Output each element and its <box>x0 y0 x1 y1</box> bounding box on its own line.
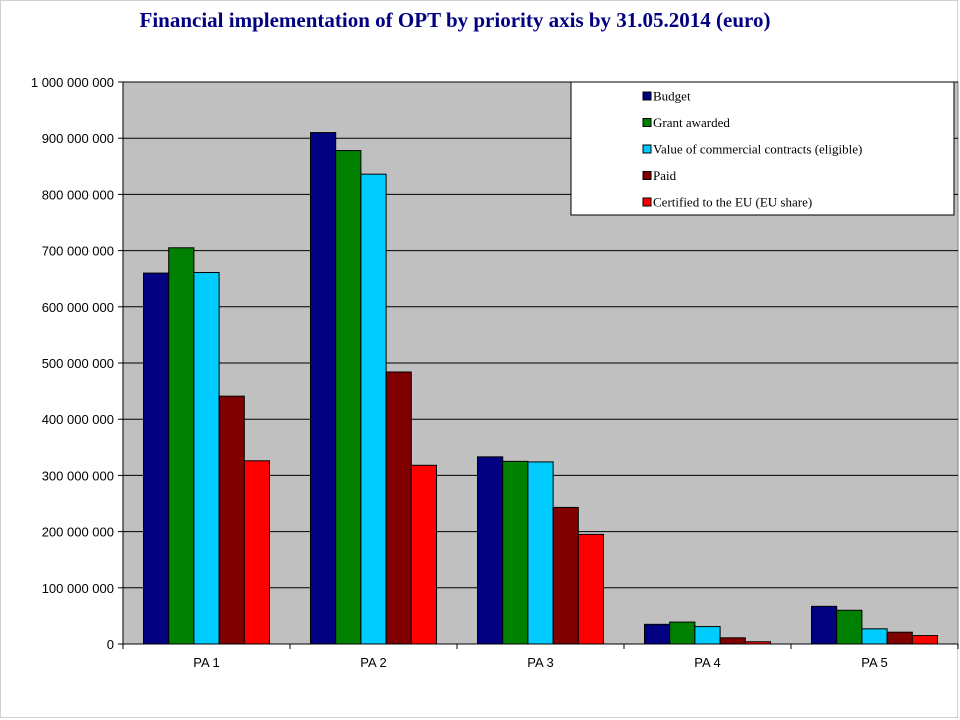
y-tick-label: 900 000 000 <box>42 131 114 146</box>
legend-label: Paid <box>653 168 677 183</box>
bar-pa3-series-3 <box>552 506 579 645</box>
y-tick-label: 600 000 000 <box>42 300 114 315</box>
bar-pa4-series-3 <box>719 637 746 645</box>
bar-pa5-series-4 <box>911 635 938 645</box>
legend-label: Certified to the EU (EU share) <box>653 195 812 210</box>
y-tick-label: 700 000 000 <box>42 244 114 259</box>
legend-label: Grant awarded <box>653 115 730 130</box>
x-tick-label: PA 3 <box>527 655 554 670</box>
y-axis: 0 100 000 000 200 000 000 300 000 000 400 00… <box>31 75 124 652</box>
legend: Budget Grant awarded Value of commercial c… <box>570 81 955 216</box>
bar-pa4-series-2 <box>694 626 721 645</box>
legend-swatch <box>642 197 652 207</box>
legend-swatch <box>642 118 652 127</box>
bar-pa5-series-0 <box>811 605 838 645</box>
x-tick-label: PA 5 <box>861 655 888 670</box>
bar-pa2-series-4 <box>410 464 437 645</box>
bar-pa3-series-2 <box>527 461 554 645</box>
y-tick-label: 500 000 000 <box>42 356 114 371</box>
y-tick-label: 200 000 000 <box>42 525 114 540</box>
bar-pa2-series-0 <box>310 132 337 645</box>
bar-pa1-series-4 <box>243 460 271 645</box>
legend-swatch <box>642 144 652 154</box>
y-tick-label: 100 000 000 <box>42 581 114 596</box>
bar-pa1-series-1 <box>168 247 195 645</box>
bar-pa5-series-2 <box>861 628 888 645</box>
bar-pa1-series-2 <box>193 272 220 645</box>
bar-pa2-series-3 <box>385 371 412 645</box>
bar-pa2-series-1 <box>335 150 362 645</box>
bar-pa3-series-1 <box>502 460 529 645</box>
bar-pa1-series-3 <box>218 395 245 645</box>
legend-label: Value of commercial contracts (eligible) <box>653 142 862 157</box>
x-tick-label: PA 2 <box>360 655 387 670</box>
bar-pa5-series-3 <box>886 631 913 645</box>
y-tick-label: 800 000 000 <box>42 187 114 202</box>
bar-pa2-series-2 <box>360 173 387 645</box>
bar-pa3-series-0 <box>477 456 504 645</box>
bar-pa5-series-1 <box>836 609 863 645</box>
legend-box <box>570 81 955 216</box>
legend-swatch <box>642 171 652 180</box>
legend-swatch <box>642 91 652 101</box>
x-tick-label: PA 1 <box>193 655 220 670</box>
bar-pa4-series-0 <box>644 623 671 645</box>
bar-pa4-series-1 <box>669 621 696 645</box>
x-tick-label: PA 4 <box>694 655 721 670</box>
y-tick-label: 300 000 000 <box>42 468 114 483</box>
page-title: Financial implementation of OPT by prior… <box>139 8 771 32</box>
y-tick-label: 400 000 000 <box>42 412 114 427</box>
y-tick-label: 1 000 000 000 <box>31 75 114 90</box>
x-axis: PA 1 PA 2 PA 3 PA 4 PA 5 <box>122 643 959 670</box>
legend-label: Budget <box>653 89 691 104</box>
y-tick-label: 0 <box>107 637 114 652</box>
bar-pa3-series-4 <box>577 533 604 645</box>
bar-pa1-series-0 <box>143 272 170 645</box>
